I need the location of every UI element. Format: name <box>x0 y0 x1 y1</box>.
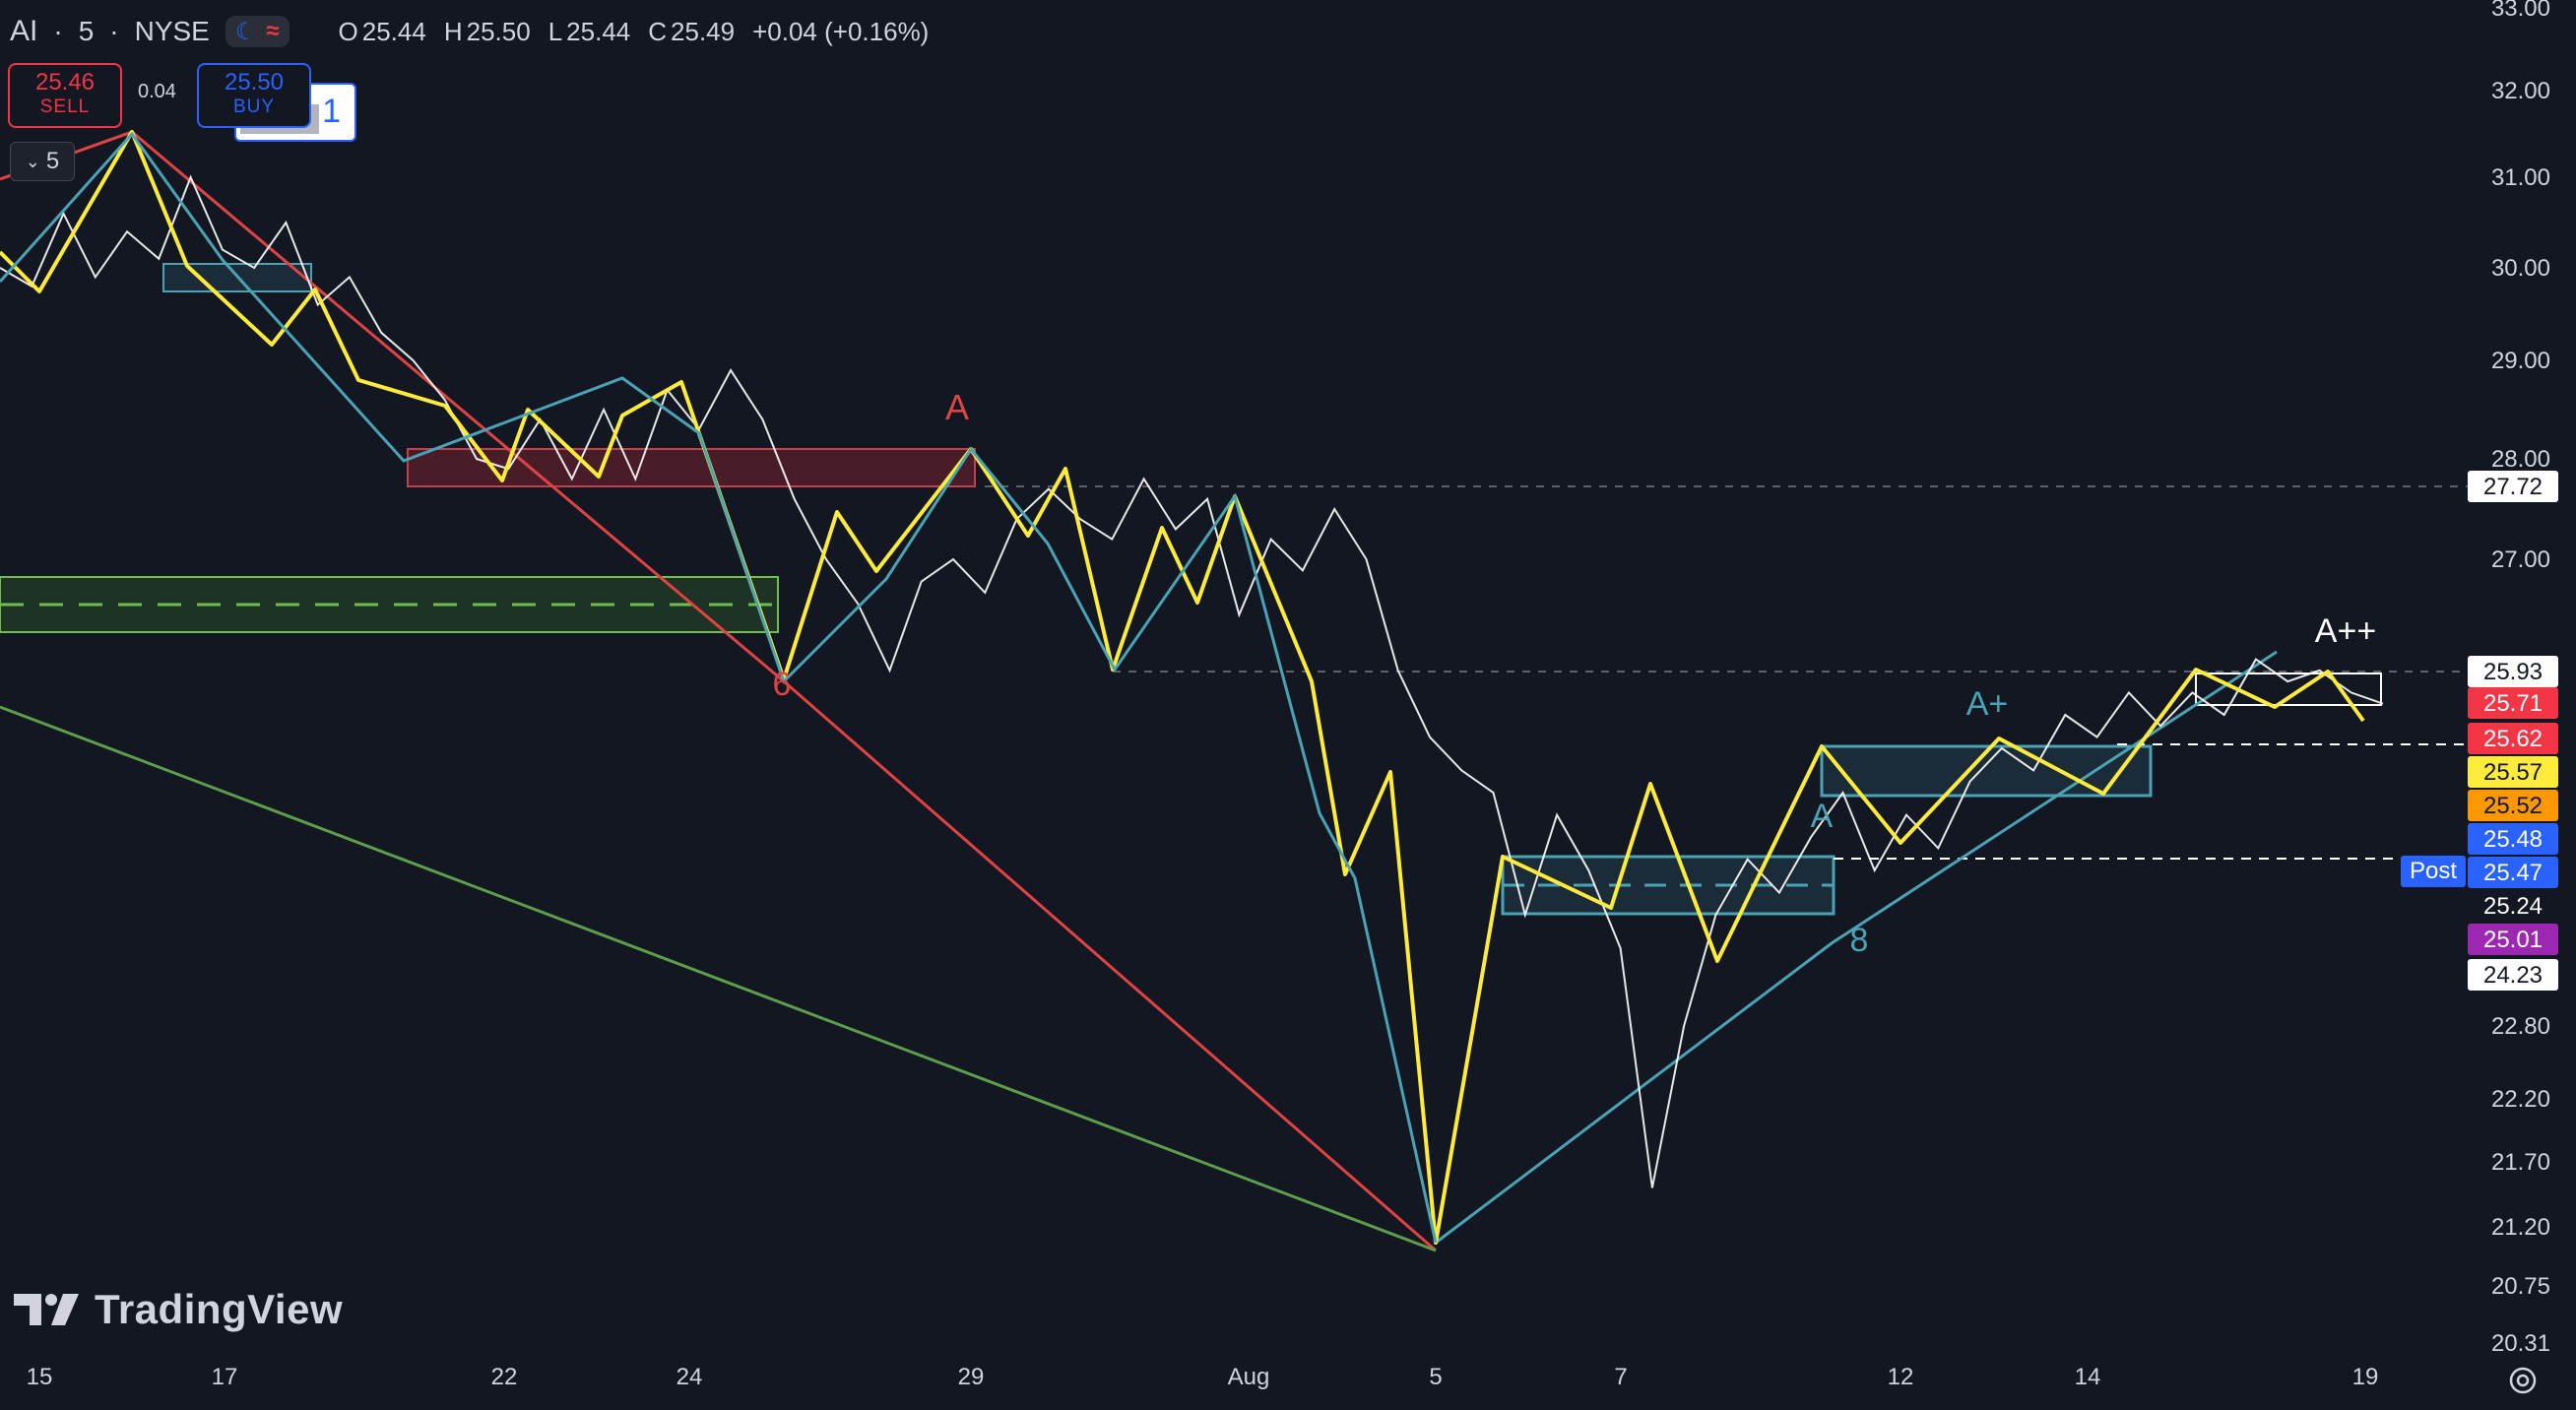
axis-price-label-bg <box>2468 857 2558 888</box>
y-axis-tick-label: 20.31 <box>2491 1330 2550 1357</box>
axis-price-label: 27.72 <box>2483 474 2543 500</box>
zigzag-teal <box>0 131 1438 1244</box>
separator-dot: · <box>109 16 119 46</box>
axis-price-label: 25.24 <box>2483 893 2543 920</box>
x-axis-tick-label: 24 <box>676 1364 703 1390</box>
y-axis-tick-label: 27.00 <box>2491 546 2550 573</box>
x-axis-tick-label: 12 <box>1888 1364 1914 1390</box>
axis-price-label-bg <box>2468 924 2558 955</box>
axis-price-label: 25.57 <box>2483 759 2543 786</box>
axis-price-label: 25.47 <box>2483 860 2543 886</box>
axis-price-label-bg <box>2468 890 2558 922</box>
price-series-line <box>0 174 2384 1188</box>
pattern-marker: A+ <box>1966 685 2009 723</box>
pattern-marker: 6 <box>773 666 792 703</box>
axis-price-label-bg <box>2468 756 2558 788</box>
tradingview-logo[interactable]: TradingView <box>14 1286 343 1333</box>
x-axis-tick-label: 14 <box>2075 1364 2101 1390</box>
market-status-badge[interactable]: ☾ ≈ <box>225 16 290 47</box>
axis-price-label-bg <box>2468 723 2558 754</box>
y-axis-tick-label: 29.00 <box>2491 348 2550 374</box>
x-axis-tick-label: 7 <box>1614 1364 1627 1390</box>
axis-price-label-bg <box>2468 471 2558 502</box>
sell-button[interactable]: 25.46 SELL <box>8 63 122 128</box>
x-axis-tick-label: Aug <box>1228 1364 1270 1390</box>
pattern-marker: 8 <box>1850 922 1869 959</box>
y-axis-tick-label: 33.00 <box>2491 0 2550 22</box>
zigzag-yellow <box>0 130 2365 1245</box>
pattern-marker: A <box>1811 798 1834 835</box>
tradingview-logo-icon <box>14 1294 79 1325</box>
zone-white <box>2195 673 2382 706</box>
open-key: O <box>338 16 358 46</box>
close-key: C <box>648 16 668 46</box>
x-axis-tick-label: 29 <box>958 1364 985 1390</box>
wave-icon: ≈ <box>266 18 280 44</box>
x-axis-tick-label: 19 <box>2352 1364 2379 1390</box>
open-value: 25.44 <box>361 16 426 46</box>
y-axis-tick-label: 28.00 <box>2491 446 2550 473</box>
high-key: H <box>443 16 463 46</box>
y-axis-tick-label: 20.75 <box>2491 1273 2550 1300</box>
pattern-marker: A <box>945 387 969 427</box>
sell-price: 25.46 <box>34 69 96 96</box>
axis-price-label: 25.01 <box>2483 927 2543 953</box>
moon-icon: ☾ <box>234 18 257 45</box>
axis-price-label: 25.62 <box>2483 726 2543 752</box>
y-axis-tick-label: 32.00 <box>2491 78 2550 104</box>
ohlc-values: O 25.44 H 25.50 L 25.44 C 25.49 +0.04 (+0.16… <box>339 17 930 47</box>
axis-price-label: 25.71 <box>2483 690 2543 717</box>
exchange-label: NYSE <box>134 16 210 46</box>
interval-toggle-label: 5 <box>45 148 60 174</box>
interval-label[interactable]: 5 <box>78 16 95 46</box>
buy-price: 25.50 <box>224 69 285 96</box>
axis-price-label: 25.93 <box>2483 659 2543 685</box>
low-value: 25.44 <box>566 16 631 46</box>
symbol-name[interactable]: AI <box>10 15 38 47</box>
trend-line-red-2 <box>783 679 1437 1252</box>
axis-price-label: 24.23 <box>2483 962 2543 989</box>
sell-label: SELL <box>39 96 91 117</box>
x-axis-tick-label: 15 <box>27 1364 53 1390</box>
trend-line-green <box>0 705 1437 1252</box>
chart-header: AI · 5 · NYSE ☾ ≈ O 25.44 H 25.50 L 25.44 C… <box>10 10 929 53</box>
high-value: 25.50 <box>466 16 531 46</box>
buy-label: BUY <box>232 96 276 117</box>
y-axis-tick-label: 30.00 <box>2491 255 2550 282</box>
y-axis-tick-label: 31.00 <box>2491 164 2550 191</box>
axis-price-label: 25.48 <box>2483 826 2543 853</box>
axis-price-label-bg <box>2468 790 2558 821</box>
separator-dot: · <box>53 16 63 46</box>
tradingview-logo-text: TradingView <box>95 1286 344 1332</box>
buy-button[interactable]: 25.50 BUY <box>197 63 311 128</box>
low-key: L <box>547 16 563 46</box>
x-axis-tick-label: 17 <box>212 1364 238 1390</box>
settings-icon[interactable] <box>2505 1363 2541 1398</box>
y-axis-tick-label: 22.20 <box>2491 1086 2550 1113</box>
change-value: +0.04 (+0.16%) <box>752 16 930 46</box>
quantity-value: 1 <box>322 93 341 130</box>
spread-value: 0.04 <box>138 81 176 102</box>
axis-price-label-bg <box>2468 959 2558 991</box>
x-axis-tick-label: 5 <box>1429 1364 1442 1390</box>
axis-price-label-bg <box>2468 656 2558 687</box>
y-axis-tick-label: 21.20 <box>2491 1214 2550 1241</box>
chevron-down-icon: ⌄ <box>25 151 40 171</box>
support-zone-green <box>0 576 779 633</box>
close-value: 25.49 <box>671 16 736 46</box>
interval-toggle-button[interactable]: ⌄ 5 <box>10 142 75 181</box>
axis-price-label: 25.52 <box>2483 793 2543 819</box>
x-axis-tick-label: 22 <box>491 1364 518 1390</box>
y-axis-tick-label: 22.80 <box>2491 1013 2550 1040</box>
pattern-marker: A++ <box>2315 612 2376 650</box>
axis-price-label-bg <box>2468 687 2558 719</box>
y-axis-tick-label: 21.70 <box>2491 1149 2550 1176</box>
axis-price-label-bg <box>2468 823 2558 855</box>
trend-line-teal <box>1435 650 2278 1245</box>
post-market-badge: Post <box>2401 856 2466 887</box>
